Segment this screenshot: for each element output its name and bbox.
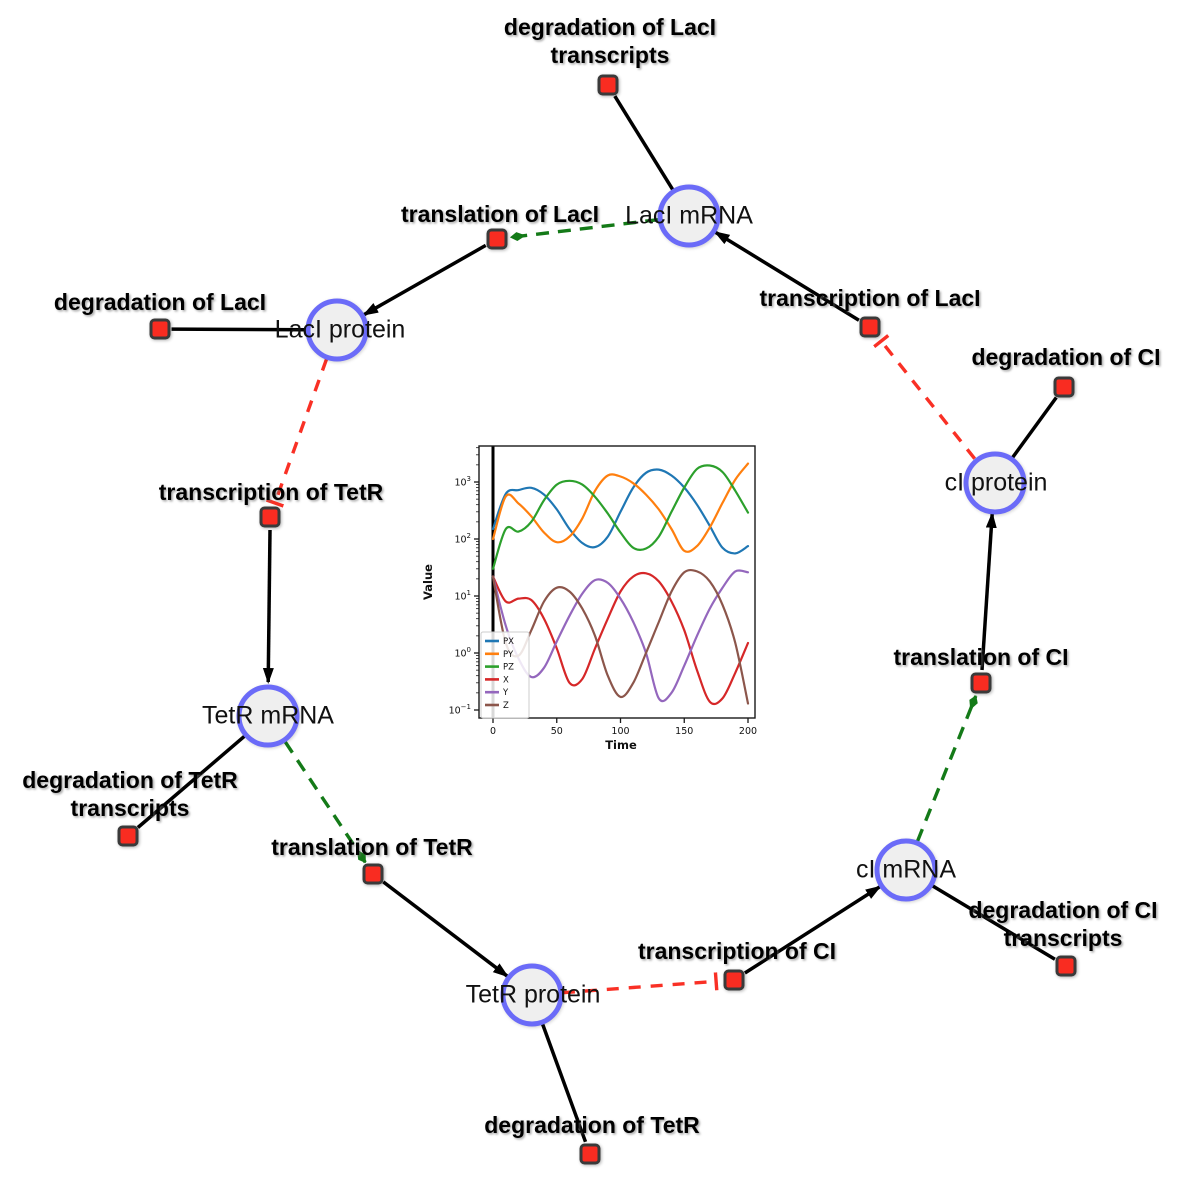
edge-tetr-mrna-to-deg-tetr-transcripts <box>136 734 246 829</box>
species-circle <box>500 963 564 1027</box>
legend-label-PZ: PZ <box>503 663 514 673</box>
y-tick-label: 103 <box>454 475 471 489</box>
reaction-label-transcription-laci: transcription of LacI <box>759 285 981 311</box>
species-label-ci-mrna: cI mRNA <box>856 855 956 884</box>
species-label-tetr-mrna: TetR mRNA <box>202 701 334 730</box>
edge-tetr-mrna-to-translation-tetr <box>283 740 367 864</box>
reaction-label-translation-tetr: translation of TetR <box>271 834 473 860</box>
species-circle <box>305 298 369 362</box>
edge-ci-protein-to-deg-ci <box>1010 396 1058 459</box>
species-circle <box>657 184 721 248</box>
reaction-node-deg-laci <box>149 318 171 340</box>
reaction-label-deg-laci: degradation of LacI <box>53 289 267 315</box>
edge-laci-protein-to-deg-laci <box>171 327 307 332</box>
reaction-node-deg-tetr <box>579 1143 601 1165</box>
species-label-ci-protein: cI protein <box>944 468 1048 497</box>
species-node-laci-mrna <box>657 184 721 248</box>
edge-tetr-protein-inhibits-transcription-ci <box>562 972 719 995</box>
x-axis-label: Time <box>605 738 637 752</box>
inset-chart-svg: 10−1 100 101 102 103 0 50 100 150 200 Time Value PX P… <box>421 445 757 752</box>
edge-transcription-laci-to-laci-mrna <box>713 230 860 322</box>
edge-translation-tetr-to-tetr-protein <box>382 880 509 978</box>
reaction-label-deg-tetr: degradation of TetR <box>484 1112 700 1138</box>
edge-tetr-protein-to-deg-tetr <box>540 1023 588 1143</box>
species-circle <box>963 451 1027 515</box>
x-tick-label: 200 <box>739 726 757 737</box>
species-label-tetr-protein: TetR protein <box>465 980 601 1009</box>
reaction-node-translation-laci <box>486 228 508 250</box>
legend-label-PX: PX <box>503 637 514 647</box>
edge-laci-mrna-to-translation-laci <box>509 218 659 242</box>
reaction-node-deg-tetr-transcripts <box>117 825 139 847</box>
reaction-label-transcription-tetr: transcription of TetR <box>158 479 384 505</box>
reaction-label-translation-laci: translation of LacI <box>400 201 600 227</box>
x-tick-label: 0 <box>490 726 496 737</box>
reaction-label-deg-ci: degradation of CI <box>971 344 1161 370</box>
species-node-ci-mrna <box>874 838 938 902</box>
reaction-node-translation-tetr <box>362 863 384 885</box>
legend-label-Z: Z <box>503 701 509 711</box>
plot-frame <box>478 445 756 719</box>
chart-curve-X <box>491 571 750 706</box>
inset-chart: 10−1 100 101 102 103 0 50 100 150 200 Time Value PX P… <box>415 428 770 763</box>
edge-transcription-tetr-to-tetr-mrna <box>262 529 274 684</box>
edge-translation-ci-to-ci-protein <box>980 511 997 671</box>
edge-ci-protein-inhibits-transcription-laci <box>873 334 977 460</box>
chart-curve-Y <box>491 569 750 703</box>
edge-transcription-ci-to-ci-mrna <box>743 885 882 975</box>
y-axis-label: Value <box>421 564 435 600</box>
legend-label-PY: PY <box>503 650 514 660</box>
edge-ci-mrna-to-translation-ci <box>915 695 978 842</box>
x-tick-label: 50 <box>551 726 563 737</box>
reaction-node-transcription-tetr <box>259 506 281 528</box>
edge-translation-laci-to-laci-protein <box>362 243 487 317</box>
species-label-laci-protein: LacI protein <box>274 315 406 344</box>
reaction-node-deg-ci-transcripts <box>1055 955 1077 977</box>
chart-curve-PY <box>491 462 750 553</box>
species-circle <box>236 684 300 748</box>
species-label-laci-mrna: LacI mRNA <box>625 201 753 230</box>
legend-label-Y: Y <box>502 688 509 698</box>
reaction-label-deg-ci-transcripts: degradation of CI transcripts <box>968 897 1158 951</box>
reaction-node-transcription-laci <box>859 316 881 338</box>
edge-ci-mrna-to-deg-ci-transcripts <box>931 884 1056 961</box>
x-tick-label: 100 <box>611 726 629 737</box>
reaction-node-transcription-ci <box>723 969 745 991</box>
y-tick-label: 100 <box>454 646 471 660</box>
species-node-tetr-protein <box>500 963 564 1027</box>
y-tick-label: 102 <box>454 532 471 546</box>
reaction-node-deg-ci <box>1053 376 1075 398</box>
reaction-label-deg-tetr-transcripts: degradation of TetR transcripts <box>22 767 238 821</box>
chart-curve-Z <box>491 568 750 705</box>
species-node-tetr-mrna <box>236 684 300 748</box>
edge-deg-laci-transcripts <box>613 95 675 191</box>
reaction-label-transcription-ci: transcription of CI <box>637 938 837 964</box>
x-tick-label: 150 <box>675 726 693 737</box>
y-tick-label: 101 <box>454 589 471 603</box>
species-node-laci-protein <box>305 298 369 362</box>
reaction-node-translation-ci <box>970 672 992 694</box>
y-tick-label: 10−1 <box>449 703 471 717</box>
edge-laci-protein-inhibits-transcription-tetr <box>265 358 329 508</box>
reaction-label-translation-ci: translation of CI <box>893 644 1069 670</box>
reaction-label-deg-laci-transcripts: degradation of LacI transcripts <box>503 14 717 68</box>
chart-curve-PX <box>491 468 750 555</box>
species-node-ci-protein <box>963 451 1027 515</box>
species-circle <box>874 838 938 902</box>
chart-curve-PZ <box>491 464 750 570</box>
legend-label-X: X <box>503 675 509 685</box>
reaction-node-deg-laci-transcripts <box>597 74 619 96</box>
